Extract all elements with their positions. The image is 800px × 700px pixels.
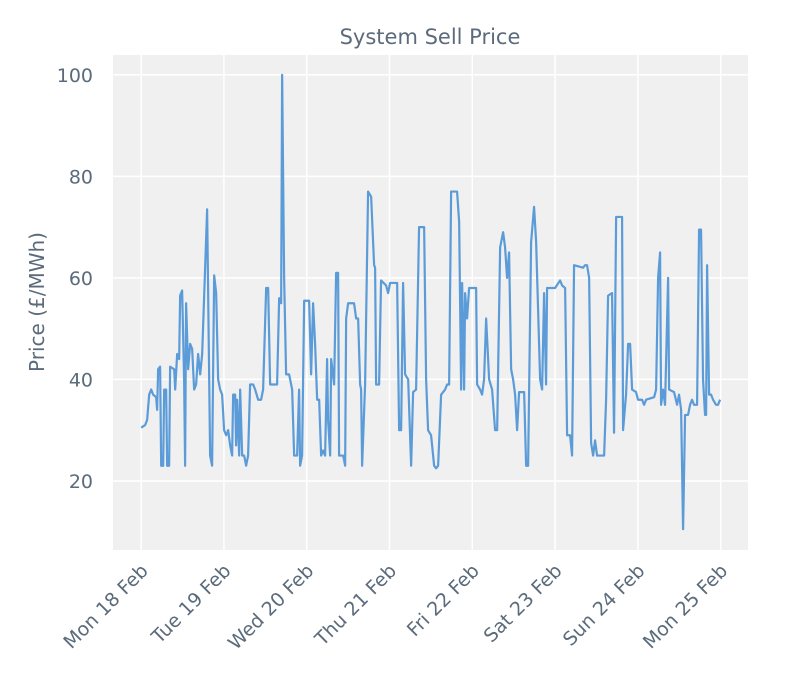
plot-area	[113, 55, 748, 550]
y-axis-label: Price (£/MWh)	[25, 232, 49, 372]
x-tick-label: Tue 19 Feb	[147, 560, 236, 649]
price-line	[140, 73, 722, 531]
x-tick-label: Sat 23 Feb	[480, 560, 567, 647]
x-tick-label: Wed 20 Feb	[224, 560, 318, 654]
y-tick-label: 60	[69, 268, 93, 290]
y-tick-label: 20	[69, 471, 93, 493]
x-tick-label: Fri 22 Feb	[403, 560, 484, 641]
y-tick-label: 40	[69, 369, 93, 391]
y-tick-label: 100	[57, 65, 93, 87]
chart-title: System Sell Price	[340, 25, 521, 49]
x-tick-label: Sun 24 Feb	[559, 560, 650, 651]
x-tick-label: Mon 18 Feb	[59, 560, 152, 653]
x-tick-label: Mon 25 Feb	[639, 560, 732, 653]
x-tick-label: Thu 21 Feb	[310, 560, 401, 651]
y-tick-label: 80	[69, 166, 93, 188]
